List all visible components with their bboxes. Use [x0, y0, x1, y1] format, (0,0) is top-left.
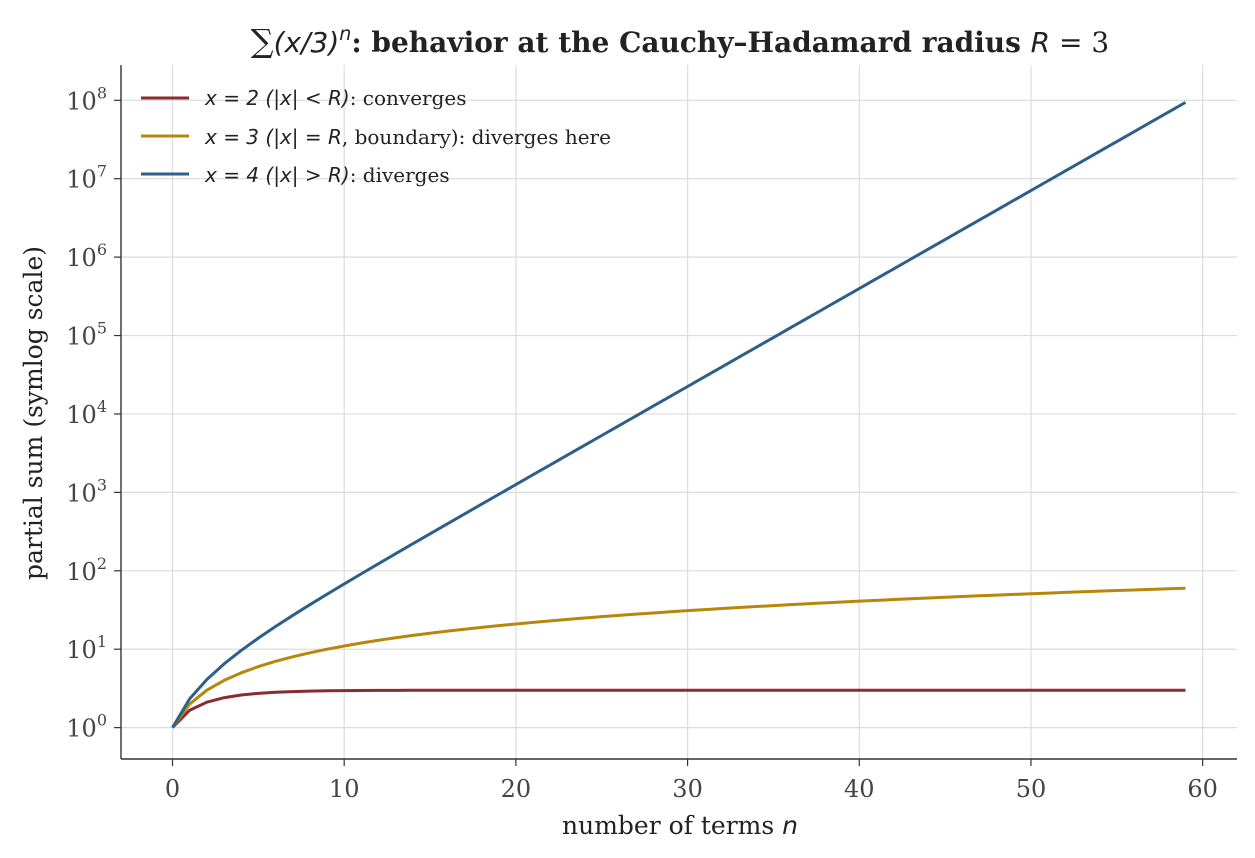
title-exponent: n [339, 23, 351, 45]
y-ticks: 100 101 102 103 104 105 106 107 108 [66, 83, 121, 743]
x-tick-label: 0 [165, 775, 180, 803]
legend-entry-x4: x = 4 (|x| > R): diverges [141, 163, 450, 187]
title-sum-symbol: ∑ [251, 22, 274, 60]
y-tick-label: 104 [66, 397, 107, 429]
y-tick-label: 100 [66, 711, 107, 743]
title-r-var: R [1031, 26, 1050, 59]
x-tick-label: 50 [1016, 775, 1047, 803]
legend: x = 2 (|x| < R): converges x = 3 (|x| = … [141, 86, 611, 187]
legend-math-x4: x = 4 (|x| > R) [204, 163, 350, 187]
y-tick-label: 106 [66, 240, 107, 272]
grid-lines [121, 65, 1237, 759]
series-line-x2 [171, 688, 1186, 729]
x-ticks: 0 10 20 30 40 50 60 [165, 759, 1218, 803]
x-axis-label-var: n [782, 811, 798, 840]
title-r-value: = 3 [1050, 26, 1109, 59]
legend-entry-x2: x = 2 (|x| < R): converges [141, 86, 467, 110]
title-text: : behavior at the Cauchy–Hadamard radius [351, 26, 1030, 59]
x-tick-label: 20 [501, 775, 532, 803]
x-tick-label: 30 [672, 775, 703, 803]
y-axis-label: partial sum (symlog scale) [19, 246, 48, 580]
legend-math-x2: x = 2 (|x| < R) [204, 86, 350, 110]
x-axis-label: number of terms n [562, 811, 798, 840]
x-tick-label: 60 [1187, 775, 1218, 803]
y-tick-label: 101 [66, 632, 107, 664]
legend-text-x3: , boundary): diverges here [342, 125, 611, 149]
legend-text-x2: : converges [350, 86, 467, 110]
series-lines [171, 101, 1187, 729]
x-axis-label-text: number of terms [562, 811, 782, 840]
x-tick-label: 10 [329, 775, 360, 803]
y-tick-label: 102 [66, 554, 107, 586]
x-tick-label: 40 [844, 775, 875, 803]
legend-label-x4: x = 4 (|x| > R): diverges [204, 163, 450, 187]
title-math: (x/3) [274, 26, 340, 59]
legend-label-x2: x = 2 (|x| < R): converges [204, 86, 467, 110]
legend-math-x3: x = 3 (|x| = R [204, 125, 342, 149]
axes [120, 65, 1237, 760]
y-tick-label: 105 [66, 319, 107, 351]
series-line-x3 [171, 586, 1186, 729]
y-tick-label: 108 [66, 83, 107, 115]
series-line-x4 [171, 101, 1187, 729]
y-tick-label: 103 [66, 475, 107, 507]
legend-entry-x3: x = 3 (|x| = R, boundary): diverges here [141, 125, 611, 149]
legend-label-x3: x = 3 (|x| = R, boundary): diverges here [204, 125, 611, 149]
chart-title: ∑(x/3)n: behavior at the Cauchy–Hadamard… [251, 22, 1109, 60]
y-tick-label: 107 [66, 162, 107, 194]
legend-text-x4: : diverges [350, 163, 450, 187]
